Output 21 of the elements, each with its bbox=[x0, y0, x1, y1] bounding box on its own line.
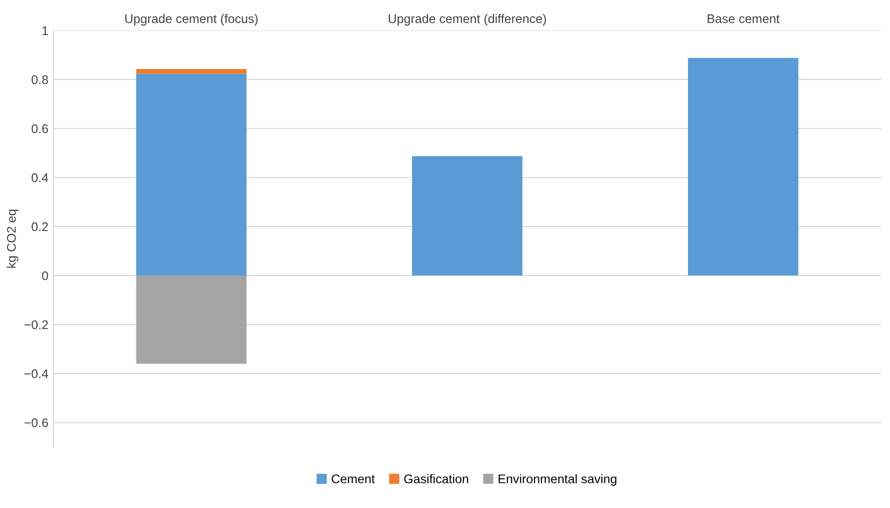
bar bbox=[136, 68, 247, 74]
y-tick-label: 0 bbox=[42, 271, 48, 280]
bar bbox=[412, 156, 522, 276]
y-axis-title: kg CO2 eq bbox=[6, 210, 18, 268]
bar bbox=[136, 74, 247, 276]
x-tick-label: Base cement bbox=[708, 14, 780, 24]
y-tick-label: 0.2 bbox=[32, 222, 48, 232]
legend-label: Gasification bbox=[404, 474, 468, 484]
y-tick-label: −0.2 bbox=[24, 320, 48, 330]
bar bbox=[136, 276, 247, 364]
y-tick-label: 0.8 bbox=[32, 75, 48, 84]
y-tick-label: 0.4 bbox=[32, 173, 48, 182]
x-tick-label: Upgrade cement (focus) bbox=[125, 14, 258, 26]
legend-label: Environmental saving bbox=[498, 474, 616, 486]
legend-label: Cement bbox=[332, 474, 375, 484]
y-tick-label: −0.6 bbox=[24, 418, 48, 428]
bar bbox=[688, 58, 798, 276]
x-tick-label: Upgrade cement (difference) bbox=[388, 14, 546, 26]
y-tick-label: 1 bbox=[42, 26, 48, 36]
y-tick-label: 0.6 bbox=[32, 124, 48, 134]
y-tick-label: −0.4 bbox=[24, 369, 48, 378]
